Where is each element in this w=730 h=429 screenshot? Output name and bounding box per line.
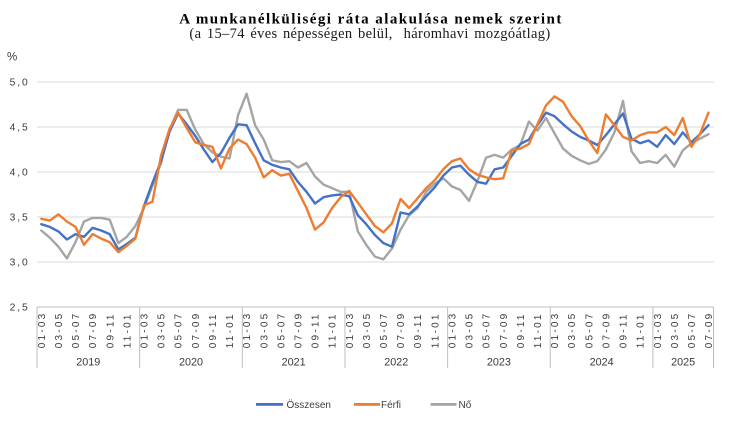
svg-text:03-05: 03-05	[465, 312, 476, 349]
svg-text:03-05: 03-05	[259, 312, 270, 349]
svg-text:03-05: 03-05	[670, 312, 681, 349]
svg-text:01-03: 01-03	[37, 312, 48, 349]
svg-text:09-11: 09-11	[105, 312, 116, 348]
svg-text:Összesen: Összesen	[287, 399, 331, 411]
svg-text:09-11: 09-11	[208, 312, 219, 348]
svg-text:%: %	[7, 52, 17, 64]
svg-text:A munkanélküliségi ráta alakul: A munkanélküliségi ráta alakulása nemek …	[179, 12, 563, 28]
svg-text:2019: 2019	[76, 357, 100, 369]
svg-text:09-11: 09-11	[413, 312, 424, 348]
svg-text:11-01: 11-01	[225, 312, 236, 348]
svg-text:3,0: 3,0	[10, 258, 30, 269]
svg-text:11-01: 11-01	[328, 312, 339, 348]
svg-text:03-05: 03-05	[54, 312, 65, 349]
svg-text:05-07: 05-07	[584, 312, 595, 349]
svg-text:11-01: 11-01	[430, 312, 441, 348]
svg-text:05-07: 05-07	[71, 312, 82, 349]
svg-text:2020: 2020	[179, 357, 203, 369]
svg-text:05-07: 05-07	[379, 312, 390, 349]
svg-text:05-07: 05-07	[687, 312, 698, 349]
svg-text:07-09: 07-09	[191, 312, 202, 349]
svg-text:03-05: 03-05	[157, 312, 168, 349]
svg-text:07-09: 07-09	[294, 312, 305, 349]
svg-text:01-03: 01-03	[653, 312, 664, 349]
svg-text:01-03: 01-03	[140, 312, 151, 349]
svg-text:Nő: Nő	[459, 400, 472, 411]
svg-text:07-09: 07-09	[88, 312, 99, 349]
svg-text:09-11: 09-11	[619, 312, 630, 348]
svg-text:2023: 2023	[487, 357, 511, 369]
svg-text:(a 15–74 éves népességen belül: (a 15–74 éves népességen belül, háromhav…	[189, 26, 550, 42]
svg-text:4,5: 4,5	[10, 123, 30, 134]
svg-text:2,5: 2,5	[10, 303, 30, 314]
svg-text:01-03: 01-03	[447, 312, 458, 349]
svg-text:2021: 2021	[282, 357, 306, 369]
svg-text:05-07: 05-07	[482, 312, 493, 349]
svg-text:01-03: 01-03	[550, 312, 561, 349]
svg-text:03-05: 03-05	[362, 312, 373, 349]
svg-text:09-11: 09-11	[311, 312, 322, 348]
svg-text:5,0: 5,0	[10, 78, 30, 89]
svg-text:2022: 2022	[384, 357, 408, 369]
svg-text:01-03: 01-03	[242, 312, 253, 349]
svg-text:2025: 2025	[671, 357, 695, 369]
svg-text:07-09: 07-09	[704, 312, 715, 349]
svg-text:07-09: 07-09	[396, 312, 407, 349]
svg-text:4,0: 4,0	[10, 168, 30, 179]
svg-text:3,5: 3,5	[10, 213, 30, 224]
svg-text:05-07: 05-07	[174, 312, 185, 349]
svg-text:07-09: 07-09	[601, 312, 612, 349]
svg-text:03-05: 03-05	[567, 312, 578, 349]
svg-text:05-07: 05-07	[276, 312, 287, 349]
svg-text:11-01: 11-01	[122, 312, 133, 348]
svg-text:11-01: 11-01	[636, 312, 647, 348]
svg-text:Férfi: Férfi	[381, 400, 401, 411]
svg-text:2024: 2024	[590, 357, 614, 369]
svg-text:09-11: 09-11	[516, 312, 527, 348]
svg-text:01-03: 01-03	[345, 312, 356, 349]
svg-text:07-09: 07-09	[499, 312, 510, 349]
svg-text:11-01: 11-01	[533, 312, 544, 348]
